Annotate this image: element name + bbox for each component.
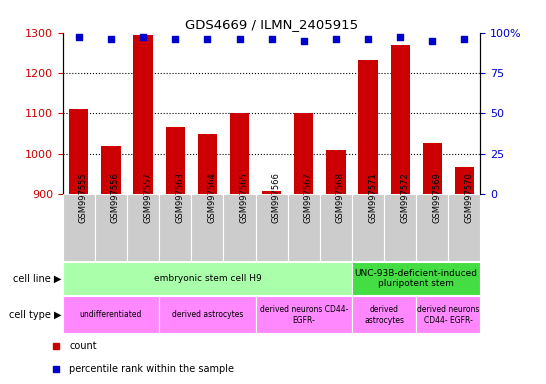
Text: embryonic stem cell H9: embryonic stem cell H9: [153, 274, 261, 283]
Text: cell type ▶: cell type ▶: [9, 310, 61, 320]
Point: [171, 36, 180, 42]
Bar: [191, 194, 223, 261]
Bar: [63, 194, 95, 261]
Bar: [294, 113, 313, 194]
Bar: [352, 296, 416, 333]
Title: GDS4669 / ILMN_2405915: GDS4669 / ILMN_2405915: [185, 18, 358, 31]
Bar: [327, 150, 346, 194]
Text: GSM997570: GSM997570: [465, 172, 473, 223]
Bar: [384, 194, 416, 261]
Text: count: count: [69, 341, 97, 351]
Text: derived neurons
CD44- EGFR-: derived neurons CD44- EGFR-: [417, 305, 479, 324]
Point: [106, 36, 115, 42]
Point: [364, 36, 372, 42]
Point: [203, 36, 212, 42]
Bar: [262, 191, 281, 194]
Bar: [416, 296, 480, 333]
Bar: [95, 194, 127, 261]
Text: GSM997572: GSM997572: [400, 172, 409, 223]
Point: [460, 36, 469, 42]
Text: UNC-93B-deficient-induced
pluripotent stem: UNC-93B-deficient-induced pluripotent st…: [355, 269, 478, 288]
Text: GSM997564: GSM997564: [207, 172, 216, 223]
Text: GSM997557: GSM997557: [143, 172, 152, 223]
Point: [396, 35, 405, 41]
Bar: [352, 262, 480, 295]
Text: derived
astrocytes: derived astrocytes: [364, 305, 404, 324]
Bar: [102, 146, 121, 194]
Bar: [159, 194, 191, 261]
Bar: [198, 134, 217, 194]
Point: [139, 35, 147, 41]
Bar: [256, 194, 288, 261]
Bar: [159, 296, 256, 333]
Text: GSM997565: GSM997565: [240, 172, 248, 223]
Text: derived neurons CD44-
EGFR-: derived neurons CD44- EGFR-: [259, 305, 348, 324]
Bar: [416, 194, 448, 261]
Point: [299, 38, 308, 44]
Bar: [63, 262, 352, 295]
Text: GSM997569: GSM997569: [432, 172, 441, 223]
Bar: [256, 296, 352, 333]
Bar: [455, 167, 474, 194]
Text: undifferentiated: undifferentiated: [80, 310, 142, 319]
Text: derived astrocytes: derived astrocytes: [171, 310, 243, 319]
Bar: [69, 109, 88, 194]
Text: GSM997563: GSM997563: [175, 172, 184, 223]
Bar: [390, 45, 410, 194]
Text: GSM997556: GSM997556: [111, 172, 120, 223]
Bar: [358, 60, 378, 194]
Text: cell line ▶: cell line ▶: [13, 273, 61, 283]
Text: GSM997567: GSM997567: [304, 172, 313, 223]
Point: [268, 36, 276, 42]
Bar: [320, 194, 352, 261]
Point: [331, 36, 340, 42]
Text: GSM997568: GSM997568: [336, 172, 345, 223]
Bar: [63, 296, 159, 333]
Bar: [133, 35, 153, 194]
Bar: [223, 194, 256, 261]
Text: GSM997555: GSM997555: [79, 172, 88, 223]
Bar: [352, 194, 384, 261]
Bar: [288, 194, 320, 261]
Point: [428, 38, 437, 44]
Point: [74, 35, 83, 41]
Text: GSM997566: GSM997566: [272, 172, 281, 223]
Point: [235, 36, 244, 42]
Bar: [423, 143, 442, 194]
Bar: [127, 194, 159, 261]
Text: GSM997571: GSM997571: [368, 172, 377, 223]
Bar: [165, 127, 185, 194]
Text: percentile rank within the sample: percentile rank within the sample: [69, 364, 234, 374]
Bar: [230, 113, 249, 194]
Bar: [448, 194, 480, 261]
